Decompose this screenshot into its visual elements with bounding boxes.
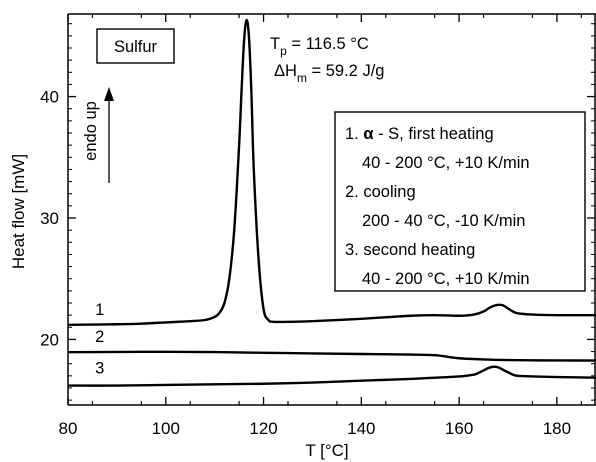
legend-line-5: 3. second heating [345, 241, 475, 259]
enthalpy-label: ΔHm = 59.2 J/g [274, 62, 384, 85]
legend-box [334, 111, 586, 292]
x-tick-label: 120 [249, 419, 277, 438]
legend-line-1: 1. α - S, first heating [345, 125, 494, 143]
peak-temperature-label: Tp = 116.5 °C [270, 35, 369, 58]
curve-label-1: 1 [95, 301, 104, 319]
curves [67, 18, 596, 387]
legend-line-4: 200 - 40 °C, -10 K/min [362, 212, 525, 230]
x-tick-label: 180 [543, 419, 571, 438]
curve-label-3: 3 [95, 359, 104, 377]
y-tick-label: 30 [40, 209, 59, 228]
x-tick-label: 140 [347, 419, 375, 438]
y-tick-label: 40 [40, 88, 59, 107]
endo-up-label: endo up [82, 101, 100, 161]
endo-arrow-head [104, 87, 114, 101]
x-tick-label: 160 [445, 419, 473, 438]
annotations: 1 2 3 Sulfur Tp = 116.5 °C ΔHm = 59.2 J/g endo… [82, 28, 586, 377]
sample-box [96, 28, 175, 64]
axes: 80 100 120 140 160 180 20 30 40 T [°C] Heat flow [… [9, 13, 596, 460]
x-axis-title: T [°C] [305, 441, 348, 460]
series-3-line [67, 365, 596, 387]
x-tick-label: 100 [152, 419, 180, 438]
y-axis-title: Heat flow [mW] [9, 154, 28, 269]
legend-line-6: 40 - 200 °C, +10 K/min [362, 270, 530, 288]
legend-line-2: 40 - 200 °C, +10 K/min [362, 154, 530, 172]
y-tick-label: 20 [40, 330, 59, 349]
series-2-line [67, 350, 596, 362]
series-1-line [67, 18, 596, 327]
legend-line-3: 2. cooling [345, 183, 416, 201]
curve-label-2: 2 [95, 328, 104, 346]
sample-label: Sulfur [114, 38, 158, 56]
x-tick-label: 80 [59, 419, 78, 438]
